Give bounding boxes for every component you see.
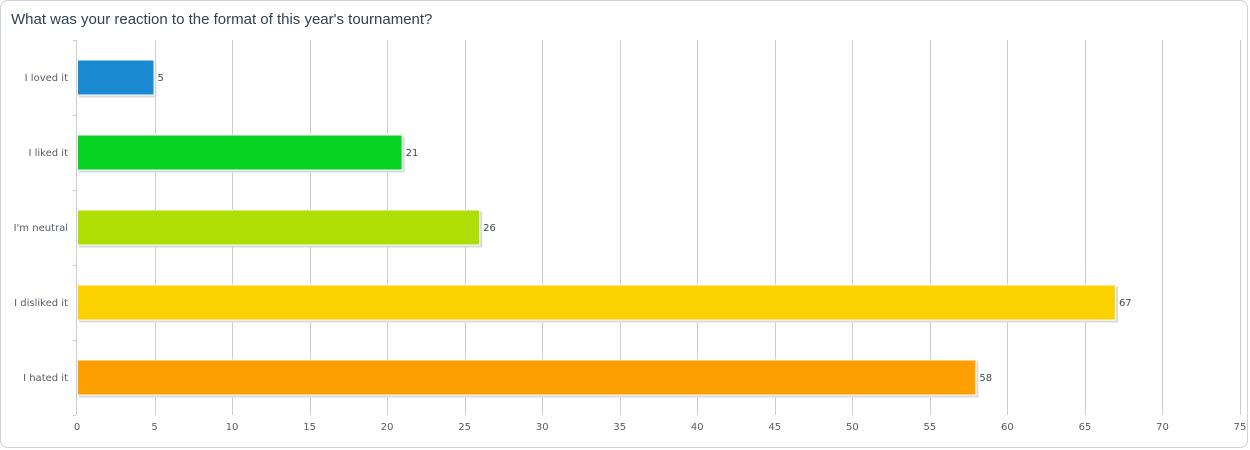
bar [77, 59, 155, 96]
x-tick-label: 50 [846, 422, 859, 433]
data-label: 21 [406, 148, 419, 159]
x-tick-label: 55 [923, 422, 936, 433]
x-tick-label: 75 [1234, 422, 1247, 433]
x-tick-label: 40 [691, 422, 704, 433]
x-tick-label: 10 [226, 422, 239, 433]
bar [77, 134, 403, 171]
data-label: 67 [1119, 298, 1132, 309]
grid-lines [155, 40, 1241, 415]
x-tick-label: 30 [536, 422, 549, 433]
chart-title: What was your reaction to the format of … [11, 11, 433, 28]
category-label: I disliked it [14, 298, 68, 309]
category-label: I loved it [25, 73, 68, 84]
x-tick-label: 70 [1156, 422, 1169, 433]
category-label: I hated it [23, 373, 68, 384]
data-label: 26 [483, 223, 496, 234]
x-tick-label: 15 [303, 422, 316, 433]
x-tick-label: 0 [74, 422, 80, 433]
x-tick-label: 65 [1079, 422, 1092, 433]
x-tick-label: 20 [381, 422, 394, 433]
bar [77, 359, 977, 396]
category-label: I'm neutral [14, 223, 68, 234]
axes [73, 40, 77, 416]
x-tick-label: 25 [458, 422, 471, 433]
x-tick-label: 35 [613, 422, 626, 433]
bar [77, 284, 1116, 321]
data-label: 58 [979, 373, 992, 384]
x-tick-label: 5 [151, 422, 157, 433]
bars [77, 59, 1118, 398]
category-label: I liked it [29, 148, 69, 159]
labels: 0 5 10 15 20 25 30 35 40 45 50 55 60 65 70 75 I loved it… [14, 73, 1247, 433]
bar [77, 209, 481, 246]
x-tick-label: 45 [768, 422, 781, 433]
x-tick-label: 60 [1001, 422, 1014, 433]
data-label: 5 [158, 73, 164, 84]
